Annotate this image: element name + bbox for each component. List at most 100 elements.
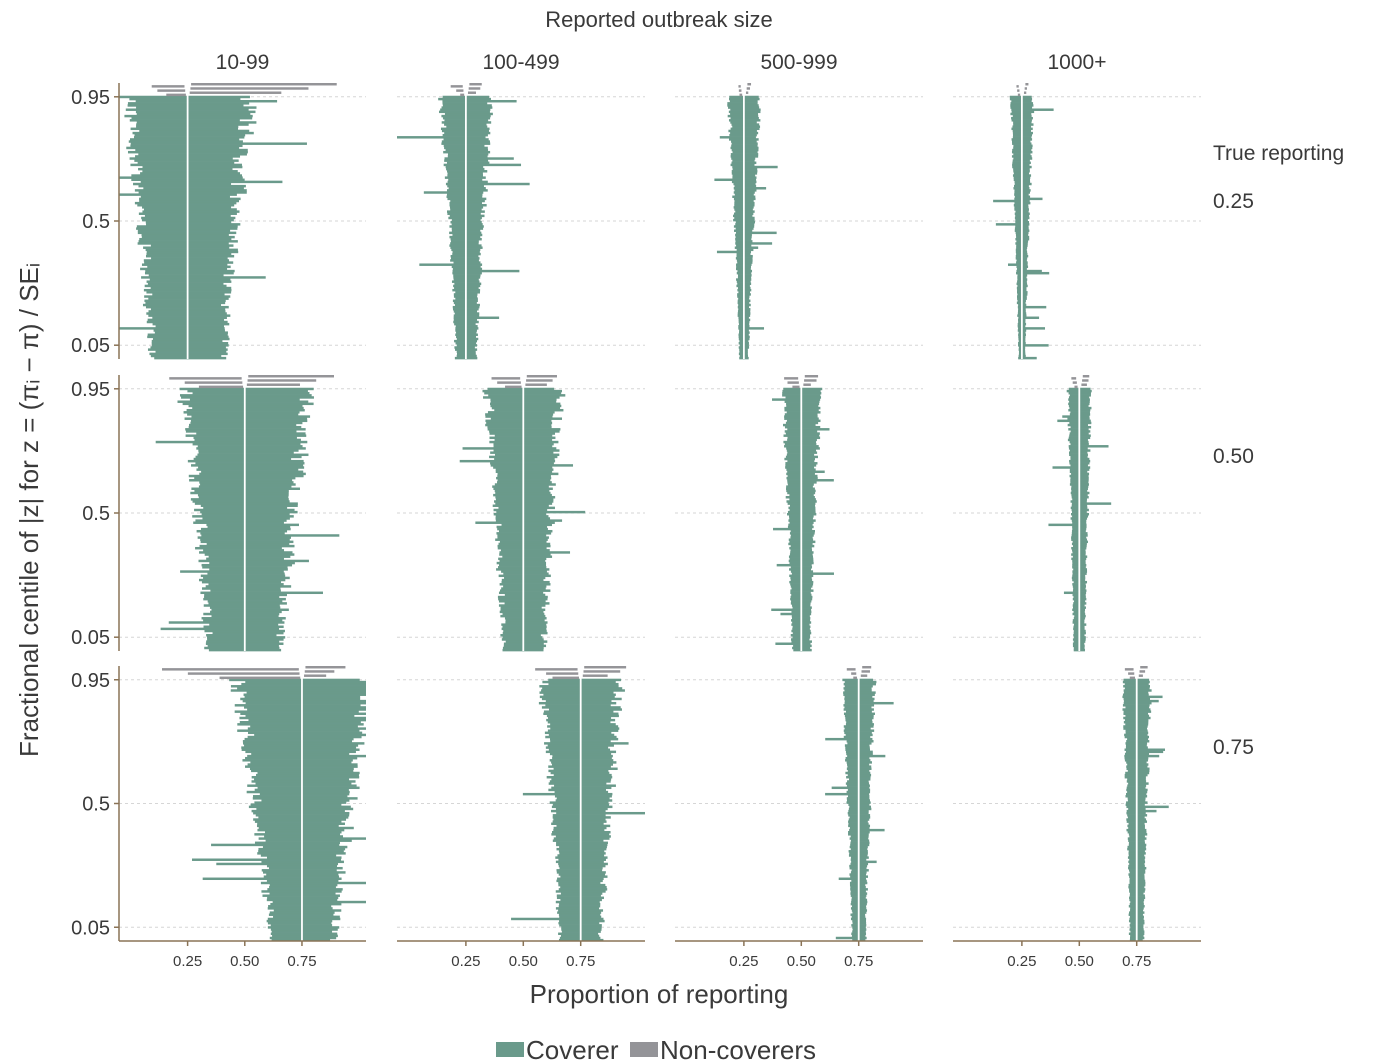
interval-bar: [247, 708, 366, 711]
interval-bar: [552, 839, 604, 842]
interval-bar: [505, 385, 522, 389]
interval-bar: [192, 391, 310, 395]
y-tick-label: 0.5: [82, 211, 110, 233]
interval-bar: [198, 451, 294, 454]
x-axis-title: Proportion of reporting: [530, 979, 789, 1009]
interval-bar: [505, 619, 545, 622]
interval-bar: [134, 133, 246, 137]
interval-bar: [494, 457, 555, 461]
interval-bar: [500, 589, 551, 592]
interval-bar: [252, 795, 348, 798]
interval-bar: [267, 926, 340, 929]
interval-bar: [734, 246, 759, 249]
interval-bar: [542, 680, 616, 684]
interval-bar: [136, 123, 249, 126]
interval-bar: [1071, 502, 1112, 505]
interval-bar: [1024, 87, 1027, 90]
interval-bar: [825, 792, 870, 796]
interval-bar: [189, 423, 297, 427]
interval-bar: [423, 191, 484, 194]
interval-bar: [558, 858, 606, 861]
panel-2-3: [953, 666, 1201, 942]
interval-bar: [1128, 672, 1135, 675]
interval-bar: [843, 682, 876, 686]
interval-bar: [558, 883, 606, 887]
interval-bar: [140, 267, 228, 271]
interval-bar: [207, 525, 291, 529]
interval-bar: [179, 387, 314, 391]
interval-bar: [207, 636, 286, 639]
interval-bar: [485, 413, 554, 416]
interval-bar: [551, 761, 617, 764]
interval-bar: [1127, 763, 1149, 766]
interval-bar: [450, 85, 463, 88]
interval-bar: [188, 474, 304, 478]
interval-bar: [489, 432, 556, 435]
interval-bar: [490, 464, 574, 467]
interval-bar: [140, 180, 283, 184]
interval-bar: [1067, 423, 1089, 427]
column-strip-labels: 10-99 100-499 500-999 1000+: [216, 51, 1107, 74]
interval-bar: [192, 442, 301, 446]
interval-bar: [559, 902, 601, 906]
interval-bar: [491, 377, 521, 380]
interval-bar: [142, 303, 222, 307]
interval-bar: [248, 805, 351, 809]
interval-bar: [498, 600, 546, 603]
interval-bar: [844, 701, 894, 705]
interval-bar: [1139, 670, 1146, 673]
interval-bar: [1068, 451, 1088, 454]
interval-bar: [498, 506, 555, 510]
interval-bar: [787, 474, 818, 478]
interval-bar: [738, 274, 752, 277]
interval-bar: [790, 638, 810, 641]
interval-bar: [197, 445, 303, 448]
interval-bar: [208, 583, 284, 586]
interval-bar: [264, 835, 344, 838]
interval-bar: [792, 606, 812, 609]
interval-bar: [129, 97, 241, 101]
interval-bar: [155, 325, 225, 328]
interval-bar: [790, 534, 814, 537]
interval-bar: [147, 318, 225, 322]
interval-bar: [166, 93, 186, 97]
interval-bar: [556, 841, 608, 845]
interval-bar: [449, 214, 485, 218]
interval-bar: [187, 672, 300, 675]
interval-bar: [131, 116, 253, 120]
interval-bar: [485, 423, 552, 427]
interval-bar: [234, 710, 359, 713]
interval-bar: [248, 731, 363, 735]
interval-bar: [247, 727, 366, 730]
interval-bar: [446, 189, 488, 192]
strip-label-col-3: 1000+: [1048, 51, 1107, 74]
interval-bar: [790, 529, 815, 533]
interval-bar: [497, 546, 547, 550]
interval-bar: [204, 646, 280, 650]
interval-bar: [838, 877, 866, 881]
interval-bar: [150, 286, 232, 290]
y-tick-label: 0.05: [71, 627, 110, 649]
interval-bar: [196, 432, 306, 435]
interval-bar: [151, 85, 185, 88]
interval-bar: [147, 282, 224, 286]
interval-bar: [130, 163, 242, 167]
interval-bar: [789, 532, 815, 535]
interval-bar: [1014, 182, 1032, 186]
interval-bar: [127, 104, 244, 107]
interval-bar: [267, 921, 332, 925]
interval-bar: [259, 792, 350, 796]
interval-bar: [783, 440, 817, 444]
interval-bar: [773, 527, 813, 531]
interval-bar: [190, 498, 289, 501]
interval-bar: [452, 269, 520, 273]
interval-bar: [1016, 271, 1050, 275]
interval-bar: [137, 204, 235, 207]
interval-bar: [850, 856, 869, 859]
interval-bar: [456, 344, 478, 347]
interval-bar: [1011, 108, 1054, 111]
interval-bar: [735, 231, 777, 235]
interval-bar: [252, 797, 358, 800]
interval-bar: [1071, 496, 1089, 499]
interval-bar: [498, 529, 553, 533]
